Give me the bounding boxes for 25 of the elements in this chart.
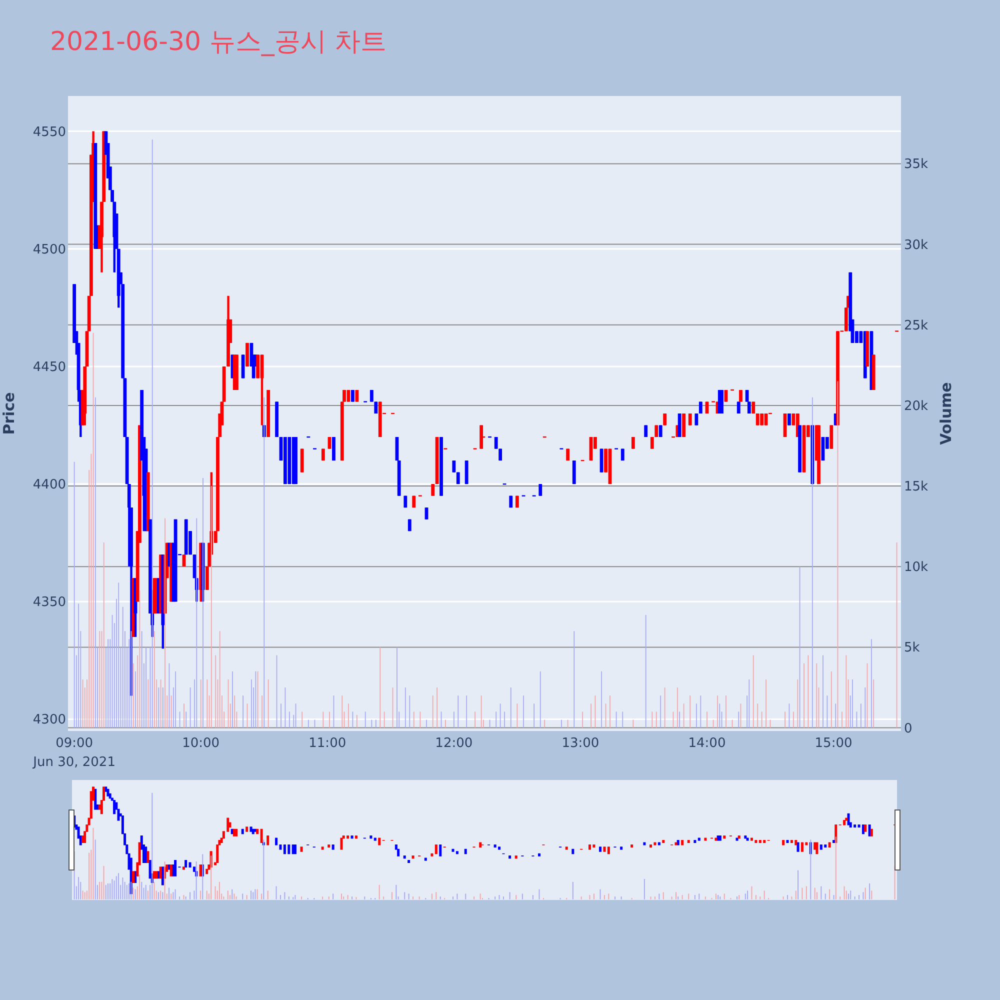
x-tick-label: 10:00 bbox=[182, 736, 220, 751]
y2-tick-label: 15k bbox=[904, 480, 929, 495]
y2-tick-label: 10k bbox=[904, 560, 929, 576]
y2-tick-label: 5k bbox=[904, 640, 920, 656]
y2-tick-label: 25k bbox=[904, 318, 929, 334]
text: Jun 30, 2021 bbox=[32, 755, 116, 770]
y2-axis-title: Volume bbox=[937, 382, 955, 445]
x-tick-label: 15:00 bbox=[814, 736, 852, 751]
chart-title: 2021-06-30 뉴스_공시 차트 bbox=[50, 27, 387, 57]
x-tick-label: 14:00 bbox=[688, 736, 726, 751]
y2-tick-label: 20k bbox=[904, 398, 929, 414]
y-tick-label: 4450 bbox=[32, 360, 66, 375]
x-tick-label: 12:00 bbox=[435, 736, 473, 751]
y-tick-label: 4550 bbox=[32, 124, 66, 140]
x-tick-label: 09:00 bbox=[56, 736, 94, 751]
y2-tick-label: 35k bbox=[904, 157, 929, 172]
y-tick-label: 4300 bbox=[32, 712, 66, 728]
y2-tick-label: 0 bbox=[904, 721, 912, 736]
x-tick-label: 13:00 bbox=[562, 736, 600, 751]
x-tick-label: 11:00 bbox=[308, 736, 346, 751]
y-tick-label: 4500 bbox=[32, 242, 66, 258]
y2-tick-label: 30k bbox=[904, 238, 929, 253]
y-axis-title: Price bbox=[0, 392, 18, 435]
y-tick-label: 4400 bbox=[32, 478, 66, 493]
y-tick-label: 4350 bbox=[32, 595, 66, 610]
